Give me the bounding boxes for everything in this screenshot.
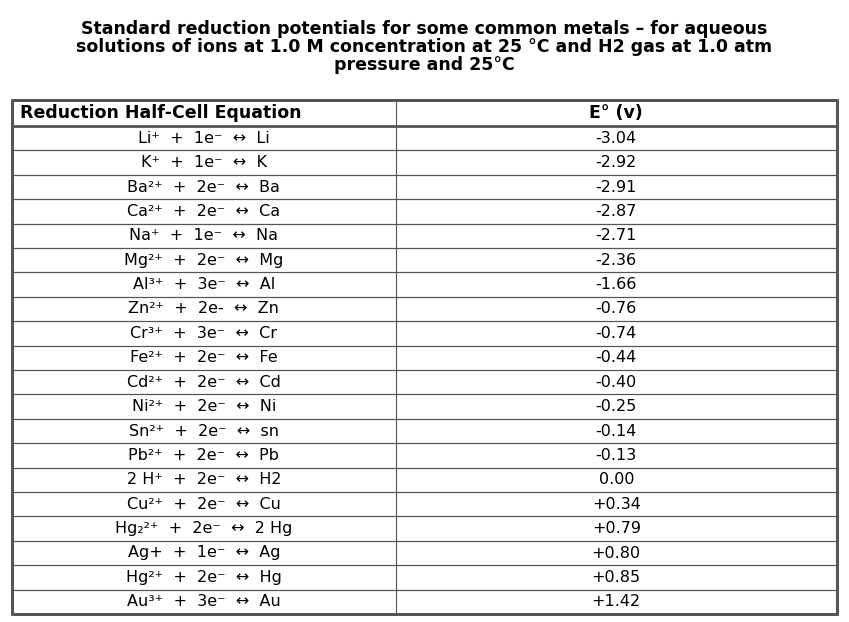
Bar: [12, 321, 396, 346]
Text: -2.36: -2.36: [596, 253, 637, 267]
Text: Cr³⁺  +  3e⁻  ↔  Cr: Cr³⁺ + 3e⁻ ↔ Cr: [130, 326, 278, 341]
Text: -2.91: -2.91: [596, 180, 637, 195]
Text: +0.79: +0.79: [592, 521, 641, 536]
Bar: [396, 297, 837, 321]
Text: Na⁺  +  1e⁻  ↔  Na: Na⁺ + 1e⁻ ↔ Na: [129, 228, 278, 243]
Bar: [396, 370, 837, 394]
Bar: [396, 199, 837, 223]
Text: -0.25: -0.25: [596, 399, 637, 414]
Text: Fe²⁺  +  2e⁻  ↔  Fe: Fe²⁺ + 2e⁻ ↔ Fe: [130, 350, 278, 365]
Bar: [396, 248, 837, 272]
Text: Au³⁺  +  3e⁻  ↔  Au: Au³⁺ + 3e⁻ ↔ Au: [127, 594, 281, 610]
Text: Ag+  +  1e⁻  ↔  Ag: Ag+ + 1e⁻ ↔ Ag: [127, 545, 280, 560]
Text: Sn²⁺  +  2e⁻  ↔  sn: Sn²⁺ + 2e⁻ ↔ sn: [129, 424, 278, 439]
Bar: [12, 590, 396, 614]
Bar: [12, 248, 396, 272]
Text: -1.66: -1.66: [596, 277, 637, 292]
Bar: [12, 346, 396, 370]
Bar: [396, 346, 837, 370]
Bar: [12, 199, 396, 223]
Bar: [12, 175, 396, 199]
Text: Al³⁺  +  3e⁻  ↔  Al: Al³⁺ + 3e⁻ ↔ Al: [132, 277, 275, 292]
Text: Standard reduction potentials for some common metals – for aqueous: Standard reduction potentials for some c…: [82, 20, 767, 38]
Text: solutions of ions at 1.0 M concentration at 25 °C and H2 gas at 1.0 atm: solutions of ions at 1.0 M concentration…: [76, 38, 773, 56]
Bar: [12, 468, 396, 492]
Text: Cu²⁺  +  2e⁻  ↔  Cu: Cu²⁺ + 2e⁻ ↔ Cu: [127, 497, 281, 512]
Bar: [396, 321, 837, 346]
Text: Mg²⁺  +  2e⁻  ↔  Mg: Mg²⁺ + 2e⁻ ↔ Mg: [124, 253, 284, 267]
Bar: [12, 100, 396, 126]
Bar: [396, 516, 837, 541]
Text: -2.87: -2.87: [596, 204, 637, 219]
Bar: [396, 419, 837, 443]
Bar: [12, 297, 396, 321]
Text: Hg²⁺  +  2e⁻  ↔  Hg: Hg²⁺ + 2e⁻ ↔ Hg: [126, 570, 282, 585]
Bar: [12, 565, 396, 590]
Text: -0.13: -0.13: [596, 448, 637, 463]
Text: 0.00: 0.00: [599, 472, 634, 487]
Text: E° (v): E° (v): [589, 104, 644, 122]
Bar: [12, 419, 396, 443]
Text: Ba²⁺  +  2e⁻  ↔  Ba: Ba²⁺ + 2e⁻ ↔ Ba: [127, 180, 280, 195]
Bar: [12, 272, 396, 297]
Bar: [396, 223, 837, 248]
Bar: [396, 126, 837, 151]
Text: -0.74: -0.74: [596, 326, 637, 341]
Text: -0.44: -0.44: [596, 350, 637, 365]
Bar: [396, 272, 837, 297]
Bar: [12, 151, 396, 175]
Text: +0.80: +0.80: [592, 545, 641, 560]
Text: +0.34: +0.34: [592, 497, 641, 512]
Bar: [396, 394, 837, 419]
Text: Cd²⁺  +  2e⁻  ↔  Cd: Cd²⁺ + 2e⁻ ↔ Cd: [127, 374, 281, 390]
Text: Hg₂²⁺  +  2e⁻  ↔  2 Hg: Hg₂²⁺ + 2e⁻ ↔ 2 Hg: [115, 521, 293, 536]
Text: -0.76: -0.76: [596, 302, 637, 317]
Text: -2.92: -2.92: [596, 155, 637, 170]
Bar: [12, 394, 396, 419]
Text: Ca²⁺  +  2e⁻  ↔  Ca: Ca²⁺ + 2e⁻ ↔ Ca: [127, 204, 280, 219]
Bar: [12, 100, 837, 614]
Bar: [12, 443, 396, 468]
Bar: [12, 492, 396, 516]
Text: -2.71: -2.71: [596, 228, 637, 243]
Text: Li⁺  +  1e⁻  ↔  Li: Li⁺ + 1e⁻ ↔ Li: [138, 131, 270, 146]
Bar: [396, 590, 837, 614]
Text: Reduction Half-Cell Equation: Reduction Half-Cell Equation: [20, 104, 301, 122]
Bar: [12, 516, 396, 541]
Text: K⁺  +  1e⁻  ↔  K: K⁺ + 1e⁻ ↔ K: [141, 155, 267, 170]
Bar: [396, 468, 837, 492]
Text: pressure and 25°C: pressure and 25°C: [335, 56, 514, 74]
Text: -3.04: -3.04: [596, 131, 637, 146]
Bar: [12, 223, 396, 248]
Bar: [396, 175, 837, 199]
Text: Pb²⁺  +  2e⁻  ↔  Pb: Pb²⁺ + 2e⁻ ↔ Pb: [128, 448, 279, 463]
Text: 2 H⁺  +  2e⁻  ↔  H2: 2 H⁺ + 2e⁻ ↔ H2: [127, 472, 281, 487]
Text: Zn²⁺  +  2e-  ↔  Zn: Zn²⁺ + 2e- ↔ Zn: [128, 302, 279, 317]
Text: -0.40: -0.40: [596, 374, 637, 390]
Text: +0.85: +0.85: [592, 570, 641, 585]
Text: -0.14: -0.14: [596, 424, 637, 439]
Bar: [12, 370, 396, 394]
Bar: [396, 151, 837, 175]
Bar: [396, 492, 837, 516]
Bar: [12, 541, 396, 565]
Bar: [396, 565, 837, 590]
Bar: [396, 443, 837, 468]
Bar: [396, 100, 837, 126]
Text: Ni²⁺  +  2e⁻  ↔  Ni: Ni²⁺ + 2e⁻ ↔ Ni: [132, 399, 276, 414]
Bar: [12, 126, 396, 151]
Bar: [396, 541, 837, 565]
Text: +1.42: +1.42: [592, 594, 641, 610]
